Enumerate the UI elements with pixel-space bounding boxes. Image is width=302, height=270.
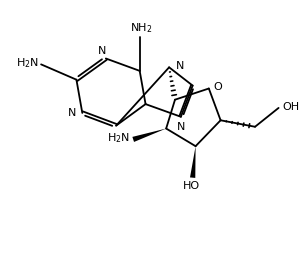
Text: HO: HO — [183, 181, 200, 191]
Polygon shape — [132, 129, 166, 142]
Text: N: N — [67, 108, 76, 118]
Text: N: N — [98, 46, 107, 56]
Text: N: N — [177, 122, 186, 132]
Text: H$_2$N: H$_2$N — [16, 56, 39, 70]
Text: O: O — [214, 82, 223, 92]
Text: H$_2$N: H$_2$N — [107, 131, 130, 145]
Text: OH: OH — [282, 102, 299, 112]
Text: NH$_2$: NH$_2$ — [130, 21, 153, 35]
Polygon shape — [190, 146, 196, 178]
Text: N: N — [175, 61, 184, 71]
